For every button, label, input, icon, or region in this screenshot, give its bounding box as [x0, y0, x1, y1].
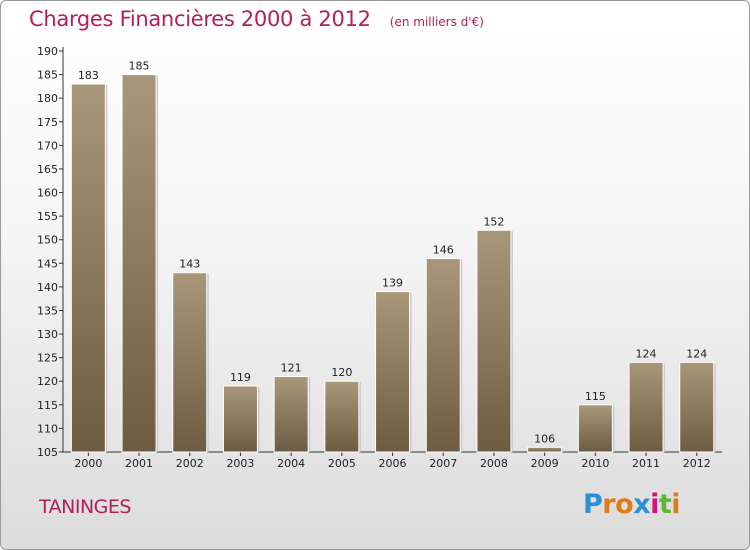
bar	[121, 74, 157, 453]
bar	[425, 258, 461, 453]
value-label: 115	[585, 390, 606, 403]
proxiti-logo: Proxiti	[583, 489, 681, 520]
x-tick-label: 2012	[683, 457, 711, 470]
x-tick-label: 2004	[277, 457, 305, 470]
bar	[70, 83, 106, 453]
logo-letter: x	[633, 489, 651, 520]
y-tick-label: 125	[37, 352, 58, 365]
bar	[222, 385, 258, 453]
x-tick-label: 2006	[379, 457, 407, 470]
y-tick-label: 140	[37, 281, 58, 294]
x-tick-label: 2001	[125, 457, 153, 470]
logo-letter: o	[615, 489, 634, 520]
title-line: Charges Financières 2000 à 2012 (en mill…	[29, 7, 484, 31]
value-label: 120	[331, 366, 352, 379]
y-tick-label: 160	[37, 187, 58, 200]
x-tick-label: 2003	[226, 457, 254, 470]
y-tick-label: 105	[37, 446, 58, 459]
bar	[476, 229, 512, 453]
value-label: 106	[534, 432, 555, 445]
y-tick-label: 190	[37, 45, 58, 58]
location-name: TANINGES	[39, 496, 131, 518]
y-tick-label: 185	[37, 69, 58, 82]
bar	[628, 361, 664, 453]
y-tick-label: 135	[37, 304, 58, 317]
x-tick-label: 2008	[480, 457, 508, 470]
x-tick-label: 2000	[74, 457, 102, 470]
chart-title: Charges Financières 2000 à 2012	[29, 7, 371, 31]
bar	[172, 272, 208, 453]
chart-subtitle: (en milliers d'€)	[389, 15, 484, 29]
bar	[324, 380, 360, 453]
x-tick-label: 2011	[632, 457, 660, 470]
logo-letter: r	[602, 489, 616, 520]
bar	[375, 291, 411, 453]
value-label: 119	[230, 371, 251, 384]
x-tick-label: 2007	[429, 457, 457, 470]
value-label: 124	[686, 347, 707, 360]
logo-letter: P	[583, 489, 603, 520]
y-tick-label: 180	[37, 92, 58, 105]
y-tick-label: 115	[37, 399, 58, 412]
value-label: 124	[636, 347, 657, 360]
value-label: 146	[433, 244, 454, 257]
bar	[273, 376, 309, 453]
y-tick-label: 150	[37, 234, 58, 247]
y-tick-label: 130	[37, 328, 58, 341]
x-tick-label: 2005	[328, 457, 356, 470]
bars: 183 185 143 119 121 120 139 146 152 106 115 124 124	[70, 60, 716, 453]
value-label: 152	[483, 215, 504, 228]
y-tick-label: 175	[37, 116, 58, 129]
bar	[527, 446, 563, 453]
x-tick-label: 2010	[581, 457, 609, 470]
x-tick-label: 2009	[531, 457, 559, 470]
value-label: 185	[129, 60, 150, 73]
y-tick-label: 120	[37, 375, 58, 388]
value-label: 183	[78, 69, 99, 82]
value-label: 143	[179, 258, 200, 271]
bar	[679, 361, 715, 453]
logo-letter: i	[650, 489, 659, 520]
value-label: 121	[281, 362, 302, 375]
logo-letter: i	[671, 489, 681, 520]
logo-letter: t	[658, 489, 672, 520]
value-label: 139	[382, 277, 403, 290]
y-tick-label: 155	[37, 210, 58, 223]
y-tick-label: 170	[37, 139, 58, 152]
y-tick-label: 110	[37, 422, 58, 435]
bar	[577, 404, 613, 453]
y-tick-label: 145	[37, 257, 58, 270]
axes: 105 110 115 120 125 130 135 140 145 150 155 160 165 1…	[37, 45, 723, 470]
x-tick-label: 2002	[176, 457, 204, 470]
y-tick-label: 165	[37, 163, 58, 176]
